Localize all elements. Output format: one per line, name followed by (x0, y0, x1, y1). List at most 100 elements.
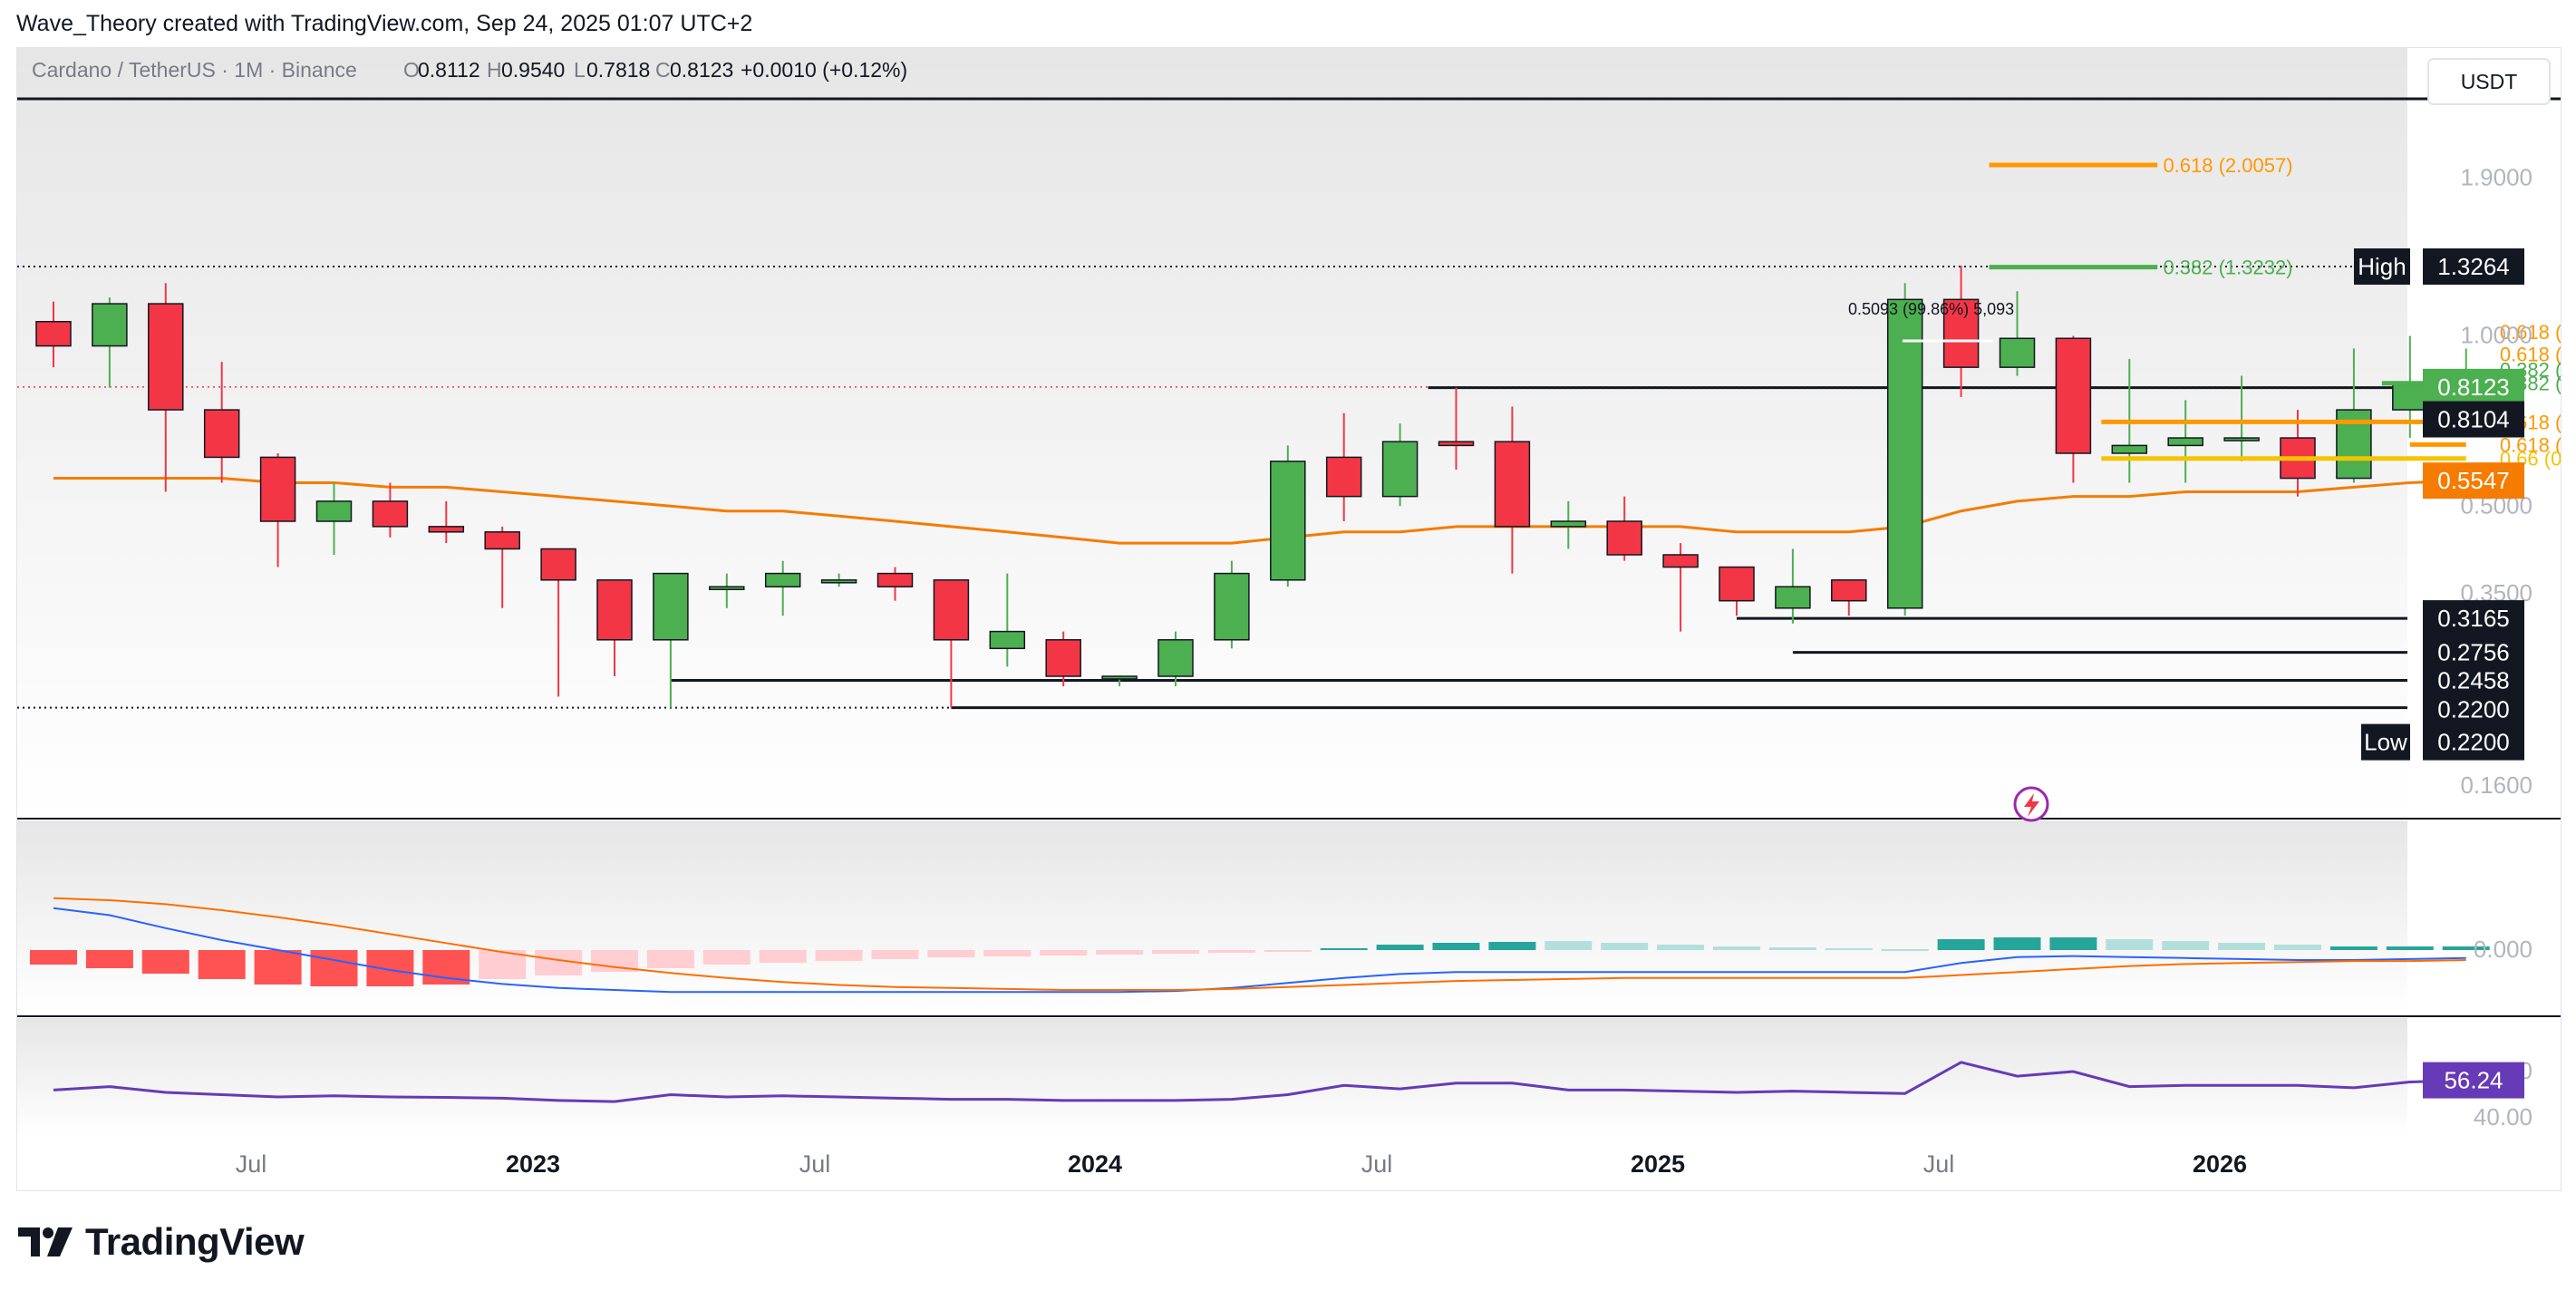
price-chart[interactable]: 0.618 (2.0057)0.382 (1.3232)0.618 (1.016… (17, 48, 2576, 1190)
candle-body (372, 500, 409, 528)
macd-histogram-bar (702, 950, 751, 965)
macd-histogram-bar (310, 950, 358, 986)
level-tag-box (2423, 723, 2524, 761)
rsi-axis-tick: 40.00 (2474, 1103, 2532, 1130)
macd-histogram-bar (1657, 945, 1705, 950)
candle-body (1381, 441, 1419, 498)
candle-body (315, 500, 353, 522)
price-axis-tick: 1.0000 (2460, 322, 2532, 349)
candle-body (259, 456, 296, 522)
candle-body (2055, 337, 2092, 454)
macd-histogram-bar (1881, 949, 1929, 951)
macd-histogram-bar (2162, 941, 2210, 950)
level-tag-value: 0.2200 (2437, 696, 2510, 723)
candle-body (1438, 441, 1475, 447)
time-axis-label: 2023 (506, 1150, 560, 1178)
level-tag-box (2423, 600, 2524, 637)
chart-legend: Cardano / TetherUS · 1M · Binance O 0.81… (32, 58, 907, 82)
macd-histogram-bar (1545, 941, 1593, 950)
macd-histogram-bar (2442, 946, 2490, 950)
level-tag-label: High (2358, 253, 2406, 280)
currency-button-box[interactable] (2427, 58, 2551, 105)
macd-histogram-bar (759, 950, 807, 963)
currency-button-label[interactable]: USDT (2461, 70, 2518, 93)
tradingview-logo: TradingView (18, 1220, 305, 1264)
macd-histogram-bar (1040, 950, 1088, 956)
candle-body (540, 548, 576, 581)
macd-histogram-bar (927, 950, 975, 957)
macd-histogram-bar (646, 950, 694, 968)
legend-close: 0.8123 (670, 58, 733, 82)
price-tag-value: 0.8104 (2437, 406, 2510, 433)
currency-button[interactable]: USDT (2427, 58, 2551, 105)
macd-histogram-bar (2218, 943, 2266, 950)
price-tag-value: 0.8123 (2437, 374, 2510, 401)
candle-body (876, 572, 914, 587)
time-axis-label: Jul (236, 1150, 267, 1178)
price-pane-background (17, 48, 2407, 817)
candle-body (1999, 337, 2036, 368)
candle-body (428, 526, 465, 533)
macd-histogram-bar (1320, 948, 1368, 950)
macd-histogram-bar (1937, 939, 1985, 950)
level-tag-label-box (2361, 723, 2410, 761)
candle-body (933, 579, 970, 641)
rsi-line (53, 1061, 2466, 1103)
rsi-tag-box (2423, 1062, 2524, 1099)
macd-line (53, 907, 2466, 994)
macd-histogram-bar (1768, 947, 1816, 950)
legend-close-label: C (655, 58, 671, 82)
price-axis-tick: 1.9000 (2460, 164, 2532, 191)
level-tag-box (2423, 691, 2524, 728)
level-tag-box (2423, 248, 2524, 286)
macd-histogram-bar (1096, 950, 1144, 955)
macd-histogram-bar (2329, 946, 2377, 950)
macd-histogram-bar (1488, 942, 1536, 950)
legend-low-label: L (574, 58, 586, 82)
level-tag-value: 1.3264 (2437, 253, 2510, 280)
macd-histogram-bar (1601, 943, 1649, 950)
ema-line (53, 477, 2466, 545)
candle-body (2223, 437, 2260, 441)
candle-body (820, 579, 857, 584)
macd-histogram-bar (815, 950, 863, 961)
macd-signal-line (53, 897, 2466, 991)
candle-body (484, 531, 520, 550)
time-axis-label: 2026 (2193, 1150, 2247, 1178)
candle-body (1494, 441, 1531, 528)
macd-histogram-bar (2049, 937, 2097, 950)
time-axis-label: 2024 (1068, 1150, 1122, 1178)
chart-frame: 0.618 (2.0057)0.382 (1.3232)0.618 (1.016… (16, 47, 2576, 1191)
legend-open: 0.8112 (418, 58, 480, 82)
candle-body (1606, 520, 1642, 556)
legend-change: +0.0010 (+0.12%) (741, 58, 907, 82)
candle-body (148, 303, 184, 411)
macd-histogram-bar (1713, 946, 1760, 950)
macd-histogram-bar (983, 950, 1031, 956)
level-tag-value: 0.2458 (2437, 667, 2510, 694)
rsi-tag-value: 56.24 (2444, 1067, 2503, 1094)
candle-body (2111, 444, 2148, 454)
level-tag-label-box (2354, 248, 2410, 286)
candle-body (1886, 298, 1923, 609)
macd-histogram-bar (1376, 945, 1424, 950)
alert-bolt-icon[interactable] (2013, 786, 2049, 822)
macd-pane-background (17, 820, 2407, 1014)
macd-histogram-bar (2106, 939, 2154, 950)
time-axis-label: Jul (799, 1150, 831, 1178)
candle-body (1214, 572, 1250, 641)
candle-body (2167, 437, 2203, 447)
level-tag-value: 0.3165 (2437, 605, 2510, 632)
price-tag-box (2423, 462, 2524, 500)
macd-histogram-bar (1207, 950, 1255, 953)
time-axis-label: Jul (1361, 1150, 1393, 1178)
macd-histogram-bar (366, 950, 414, 986)
legend-low: 0.7818 (586, 58, 650, 82)
candle-body (92, 303, 128, 347)
tradingview-brand: TradingView (85, 1220, 305, 1263)
level-tag-value: 0.2200 (2437, 729, 2510, 756)
time-axis-label: 2025 (1631, 1150, 1685, 1178)
macd-histogram-bar (254, 950, 302, 985)
macd-histogram-bar (2386, 946, 2434, 950)
candle-body (1157, 639, 1194, 677)
